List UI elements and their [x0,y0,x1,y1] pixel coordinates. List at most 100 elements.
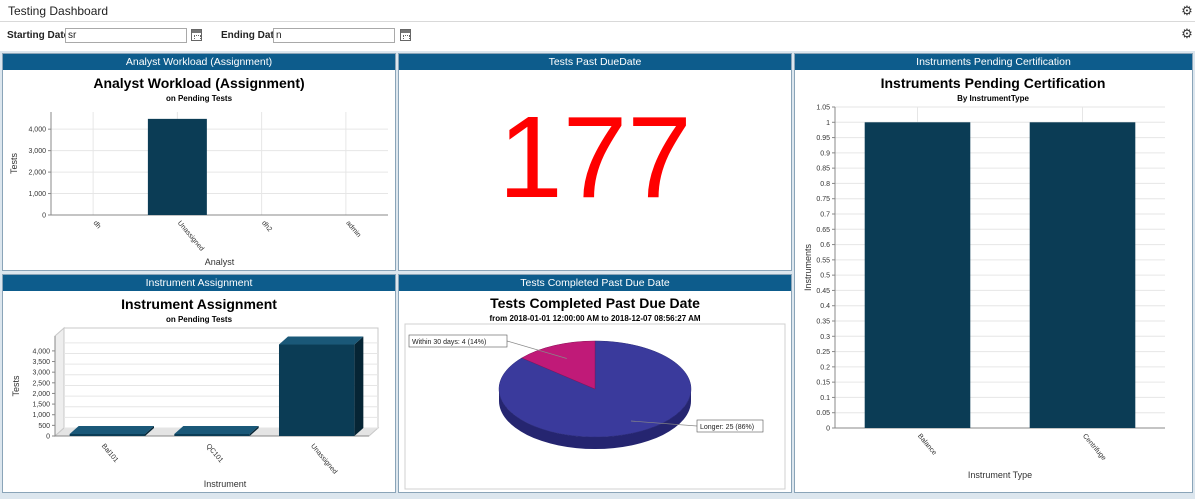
chart-title: Instruments Pending Certification [881,75,1106,91]
start-date-input[interactable] [65,28,187,43]
chart-subtitle: on Pending Tests [166,315,233,324]
y-tick-label: 2,000 [28,170,46,177]
chart-subtitle: from 2018-01-01 12:00:00 AM to 2018-12-0… [489,314,700,323]
y-axis-label: Tests [11,375,21,397]
pie-label: Within 30 days: 4 (14%) [412,339,486,346]
y-tick-label: 0.7 [820,212,830,219]
y-tick-label: 0.3 [820,334,830,341]
chart-title: Instrument Assignment [121,296,277,312]
pie-slice [521,340,596,390]
y-tick-label: 0.95 [816,135,830,142]
bar [147,118,207,215]
label-leader [506,340,567,359]
bar-side [145,426,155,436]
y-tick-label: 1.05 [816,105,830,112]
x-tick-label: dh [92,220,102,231]
instrument-assignment-panel: Instrument Assignment Instrument Assignm… [2,274,396,493]
bar-top [174,426,259,434]
y-tick-label: 2,500 [32,380,50,387]
side-wall [54,326,65,438]
y-tick-label: 1,000 [32,412,50,419]
y-tick-label: 0.75 [816,196,830,203]
bar [174,434,250,436]
gear-icon[interactable]: ⚙ [1181,3,1193,18]
y-tick-label: 0.35 [816,319,830,326]
bar-side [249,426,259,436]
y-tick-label: 2,000 [32,391,50,398]
instruments-pending-cert-panel: Instruments Pending Certification Instru… [794,53,1193,493]
y-tick-label: 0 [42,213,46,220]
chart-subtitle: on Pending Tests [166,94,233,103]
panel-header: Analyst Workload (Assignment) [3,54,395,70]
x-axis-label: Instrument [204,479,247,489]
y-tick-label: 0 [826,426,830,433]
tests-past-due-body: 177 [399,70,791,270]
y-tick-label: 0.25 [816,349,830,356]
y-tick-label: 0.1 [820,395,830,402]
bar-top [69,426,155,434]
x-tick-label: Unassigned [176,220,205,253]
y-tick-label: 0.2 [820,364,830,371]
calendar-icon[interactable] [400,29,411,41]
pie-label-box [408,334,508,348]
y-tick-label: 0.45 [816,288,830,295]
tests-completed-pie-svg: Tests Completed Past Due Date from 2018-0… [404,295,786,490]
y-tick-label: 4,000 [32,348,50,355]
instruments-pending-cert-chart: Instruments Pending Certification By Inst… [795,70,1192,492]
panel-header: Instrument Assignment [3,275,395,291]
x-tick-label: dh2 [260,220,273,234]
y-tick-label: 1 [826,120,830,127]
x-axis-label: Analyst [205,257,235,267]
tests-completed-past-due-chart: Tests Completed Past Due Date from 2018-0… [399,291,791,492]
panel-header: Tests Past DueDate [399,54,791,70]
chart-title: Tests Completed Past Due Date [490,295,700,311]
y-tick-label: 0.9 [820,150,830,157]
pie-label: Longer: 25 (86%) [700,424,754,431]
y-tick-label: 0.85 [816,166,830,173]
y-tick-label: 1,000 [28,191,46,198]
title-bar: Testing Dashboard ⚙ [0,0,1195,22]
x-axis-label: Instrument Type [968,470,1032,480]
instruments-pending-cert-svg: Instruments Pending Certification By Inst… [803,75,1165,480]
bar-top [278,336,364,345]
y-tick-label: 0 [46,434,50,441]
plot-area [51,112,388,215]
panel-header: Tests Completed Past Due Date [399,275,791,291]
analyst-workload-chart: Analyst Workload (Assignment) on Pending … [3,70,395,270]
chart-title: Analyst Workload (Assignment) [93,75,304,91]
date-filter-bar: Starting Date Ending Date ⚙ [0,23,1195,49]
tests-completed-past-due-panel: Tests Completed Past Due Date Tests Comp… [398,274,792,493]
analyst-workload-svg: Analyst Workload (Assignment) on Pending … [9,75,388,267]
x-tick-label: Unassigned [309,443,338,476]
y-tick-label: 1,500 [32,402,50,409]
panel-header: Instruments Pending Certification [795,54,1192,70]
y-tick-label: 500 [38,423,50,430]
x-tick-label: Bal101 [100,443,119,464]
y-tick-label: 3,500 [32,359,50,366]
y-tick-label: 0.15 [816,380,830,387]
tests-past-due-panel: Tests Past DueDate 177 [398,53,792,271]
pie-label-box [696,419,764,433]
calendar-icon[interactable] [191,29,202,41]
x-tick-label: admin [344,220,362,239]
gear-icon[interactable]: ⚙ [1181,26,1193,41]
bar [1029,122,1136,429]
label-leader [630,420,698,427]
x-tick-label: Balance [916,433,938,457]
pie-side [499,389,691,449]
analyst-workload-panel: Analyst Workload (Assignment) Analyst Wo… [2,53,396,271]
dashboard-area: Analyst Workload (Assignment) Analyst Wo… [0,51,1195,499]
x-tick-label: QC101 [204,443,224,465]
y-tick-label: 0.65 [816,227,830,234]
instrument-assignment-svg: Instrument Assignment on Pending Tests 0 50… [11,296,380,489]
bar [864,122,971,429]
end-date-input[interactable] [273,28,395,43]
y-tick-label: 4,000 [28,127,46,134]
y-tick-label: 3,000 [32,370,50,377]
end-date-label: Ending Date [221,30,280,41]
bar-side [354,336,364,436]
y-tick-label: 0.55 [816,257,830,264]
y-tick-label: 0.05 [816,410,830,417]
y-tick-label: 0.8 [820,181,830,188]
past-due-count: 177 [498,92,692,222]
